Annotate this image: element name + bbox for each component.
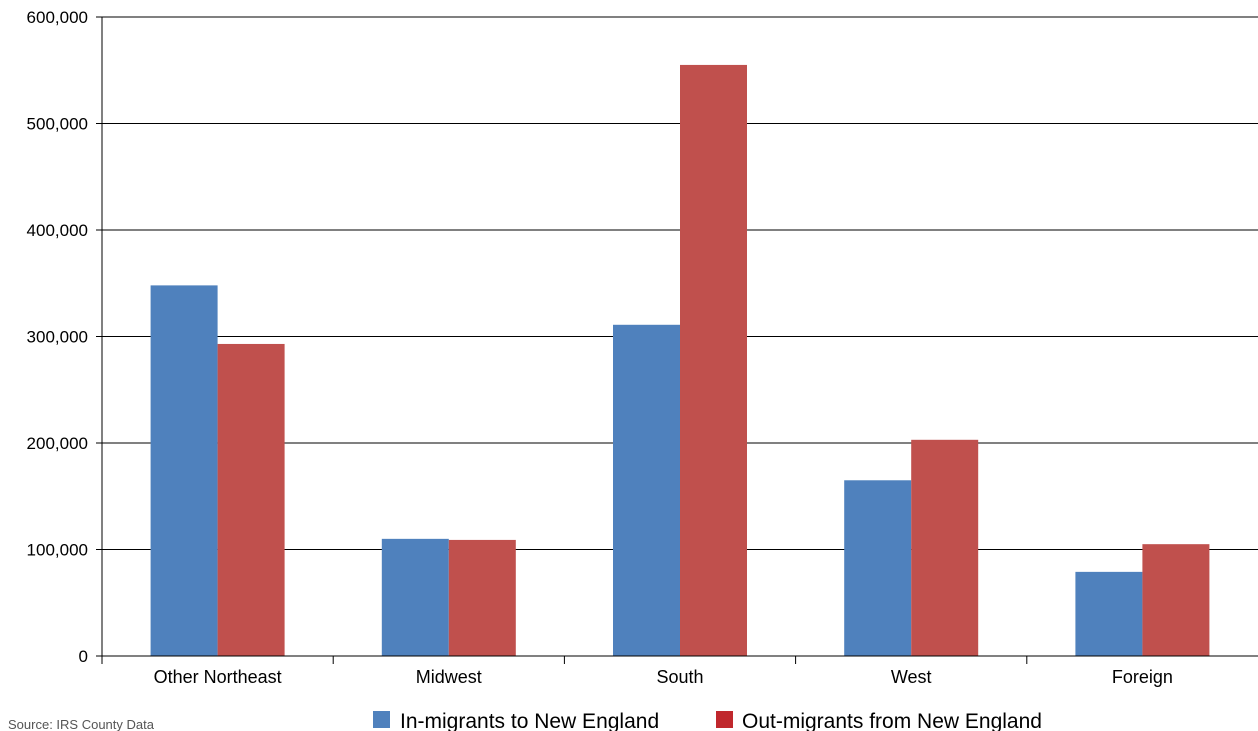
y-tick-label: 200,000 <box>27 434 88 453</box>
bar-in-migrants <box>150 285 218 656</box>
x-tick-label: Foreign <box>1112 667 1173 687</box>
y-tick-label: 100,000 <box>27 541 88 560</box>
legend-swatch <box>373 711 390 728</box>
y-tick-label: 400,000 <box>27 221 88 240</box>
y-tick-label: 500,000 <box>27 115 88 134</box>
x-tick-label: South <box>656 667 703 687</box>
bar-in-migrants <box>613 324 680 656</box>
bars <box>150 64 1210 657</box>
bar-out-migrants <box>911 439 979 656</box>
x-tick-label: Other Northeast <box>154 667 282 687</box>
source-note: Source: IRS County Data <box>8 717 155 731</box>
bar-out-migrants <box>448 539 516 656</box>
bar-out-migrants <box>217 343 285 656</box>
y-tick-label: 300,000 <box>27 328 88 347</box>
bar-in-migrants <box>1075 571 1143 656</box>
bar-in-migrants <box>844 480 912 656</box>
bar-out-migrants <box>1142 544 1210 656</box>
x-tick-label: West <box>891 667 932 687</box>
legend-label: Out-migrants from New England <box>742 710 1042 731</box>
y-tick-label: 600,000 <box>27 8 88 27</box>
legend-swatch <box>716 711 733 728</box>
bar-in-migrants <box>381 538 449 656</box>
x-tick-label: Midwest <box>416 667 482 687</box>
axis-labels: 0 100,000 200,000 300,000 400,000 500,000 600,… <box>27 8 1173 687</box>
legend: In-migrants to New England Out-migrants f… <box>373 710 1042 731</box>
bar-out-migrants <box>680 64 747 657</box>
axes <box>96 16 1258 664</box>
legend-label: In-migrants to New England <box>400 710 659 731</box>
y-tick-label: 0 <box>79 647 88 666</box>
